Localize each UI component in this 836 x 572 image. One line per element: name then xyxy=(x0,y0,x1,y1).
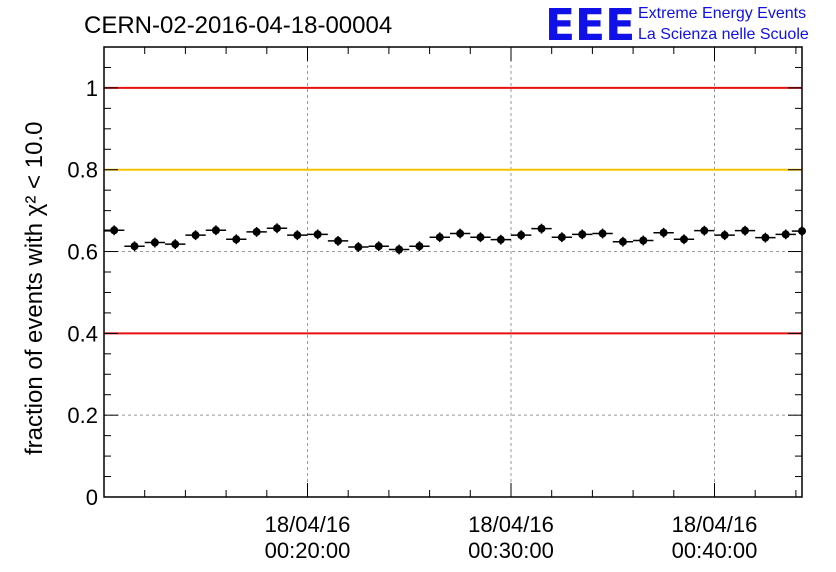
data-point xyxy=(510,230,532,241)
data-point xyxy=(633,235,654,246)
data-point xyxy=(165,239,186,250)
data-point xyxy=(449,228,471,239)
data-point xyxy=(653,227,674,238)
data-point xyxy=(144,237,166,248)
data-point xyxy=(612,236,634,247)
data-marker xyxy=(720,231,729,240)
data-point xyxy=(531,223,552,234)
data-marker xyxy=(374,242,383,251)
data-point xyxy=(470,232,491,243)
data-point xyxy=(551,232,573,243)
data-point xyxy=(226,234,247,245)
data-marker xyxy=(395,245,404,254)
y-tick-label: 0 xyxy=(86,485,98,510)
data-marker xyxy=(232,235,241,244)
y-tick-label: 0.2 xyxy=(67,403,98,428)
data-marker xyxy=(476,233,485,242)
data-point xyxy=(490,234,511,245)
logo-line-1: Extreme Energy Events xyxy=(638,5,806,22)
data-marker xyxy=(679,235,688,244)
data-marker xyxy=(211,226,220,235)
data-points xyxy=(104,223,806,255)
data-marker xyxy=(252,227,261,236)
data-point xyxy=(348,242,369,252)
data-marker xyxy=(537,224,546,233)
y-tick-label: 1 xyxy=(86,76,98,101)
y-tick-label: 0.4 xyxy=(67,321,98,346)
data-point xyxy=(246,227,267,237)
data-point xyxy=(755,232,776,243)
plot-frame xyxy=(103,46,803,498)
data-marker xyxy=(659,228,668,237)
data-marker xyxy=(272,224,281,233)
x-tick-label-date: 18/04/16 xyxy=(672,512,758,537)
tick-labels: 00.20.40.60.8118/04/1600:20:0018/04/1600… xyxy=(67,76,757,563)
data-point xyxy=(734,225,756,236)
data-marker xyxy=(700,226,709,235)
data-point xyxy=(205,225,227,236)
y-tick-label: 0.8 xyxy=(67,158,98,183)
data-marker xyxy=(618,237,627,246)
data-point xyxy=(104,225,125,236)
data-marker xyxy=(110,226,119,235)
data-point xyxy=(714,230,735,241)
data-marker xyxy=(354,243,363,252)
data-marker xyxy=(313,230,322,239)
data-marker xyxy=(598,229,607,238)
data-point xyxy=(572,229,593,240)
data-point xyxy=(185,230,206,241)
data-point xyxy=(429,232,450,243)
x-tick-label-time: 00:40:00 xyxy=(672,538,758,563)
eee-logo: EEE Extreme Energy Events La Scienza nel… xyxy=(545,0,809,51)
data-marker xyxy=(415,242,424,251)
x-tick-label-time: 00:20:00 xyxy=(265,538,351,563)
data-marker xyxy=(741,226,750,235)
data-marker xyxy=(435,233,444,242)
data-marker xyxy=(293,231,302,240)
data-marker xyxy=(456,229,465,238)
data-point xyxy=(287,230,308,241)
data-marker xyxy=(761,233,770,242)
data-marker xyxy=(639,236,648,245)
data-point xyxy=(775,229,796,240)
data-point xyxy=(388,244,410,255)
axes xyxy=(103,46,803,498)
data-point xyxy=(592,228,613,239)
data-marker xyxy=(130,242,139,251)
data-marker xyxy=(781,230,790,239)
x-tick-label-date: 18/04/16 xyxy=(265,512,351,537)
data-marker xyxy=(171,240,180,249)
data-point xyxy=(266,223,288,234)
x-tick-label-date: 18/04/16 xyxy=(468,512,554,537)
logo-mark: EEE xyxy=(545,0,635,51)
data-point xyxy=(368,241,389,252)
data-point xyxy=(307,229,328,240)
data-marker xyxy=(150,238,159,247)
logo-line-2: La Scienza nelle Scuole xyxy=(638,26,809,43)
y-axis-label: fraction of events with χ² < 10.0 xyxy=(21,122,48,455)
data-point xyxy=(673,234,695,245)
data-marker xyxy=(578,230,587,239)
data-point xyxy=(694,225,715,236)
data-marker xyxy=(557,233,566,242)
reference-lines xyxy=(104,86,802,335)
grid xyxy=(104,47,802,497)
x-tick-label-time: 00:30:00 xyxy=(468,538,554,563)
y-tick-label: 0.6 xyxy=(67,240,98,265)
data-point xyxy=(409,241,430,252)
data-point xyxy=(327,236,349,246)
chart-title: CERN-02-2016-04-18-00004 xyxy=(84,12,392,39)
data-marker xyxy=(517,231,526,240)
data-marker xyxy=(334,236,343,245)
data-marker xyxy=(496,235,505,244)
data-marker xyxy=(191,231,200,240)
data-point xyxy=(124,241,145,252)
